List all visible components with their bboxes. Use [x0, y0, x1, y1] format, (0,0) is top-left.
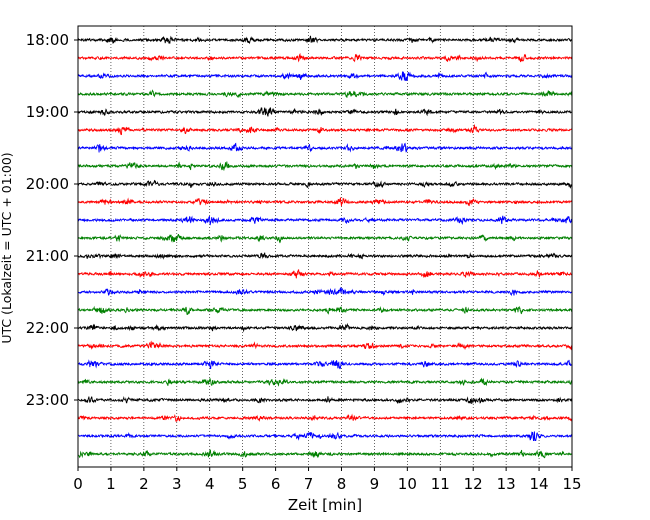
seismic-trace [77, 431, 573, 441]
x-tick-label: 0 [73, 475, 83, 493]
x-tick-label: 7 [304, 475, 314, 493]
x-tick-label: 5 [238, 475, 248, 493]
seismic-trace [77, 89, 573, 99]
seismic-trace [77, 71, 573, 81]
x-tick-label: 1 [106, 475, 116, 493]
seismic-trace [77, 142, 573, 153]
seismic-trace [77, 123, 573, 136]
y-tick-label: 18:00 [26, 31, 69, 49]
x-tick-label: 3 [172, 475, 182, 493]
y-tick-label: 19:00 [26, 103, 69, 121]
seismic-trace [77, 215, 573, 226]
x-tick-label: 14 [530, 475, 549, 493]
seismic-trace [77, 377, 573, 387]
y-tick-label: 22:00 [26, 319, 69, 337]
y-axis: 18:00 19:00 20:00 21:00 22:00 23:00 [26, 31, 78, 409]
seismic-trace [77, 269, 573, 279]
seismic-trace [77, 52, 573, 63]
y-tick-label: 21:00 [26, 247, 69, 265]
x-axis: 0 1 2 3 4 5 6 7 8 9 10 11 12 13 14 15 [73, 467, 582, 493]
y-axis-label: UTC (Lokalzeit = UTC + 01:00) [0, 152, 14, 343]
seismic-trace [77, 252, 573, 260]
y-tick-label: 23:00 [26, 391, 69, 409]
plot-background [78, 26, 572, 467]
x-tick-label: 4 [205, 475, 215, 493]
seismic-trace [77, 179, 573, 189]
x-tick-label: 6 [271, 475, 281, 493]
seismic-trace [77, 305, 573, 316]
x-tick-label: 2 [139, 475, 149, 493]
seismic-trace [77, 395, 573, 405]
seismic-trace [77, 286, 573, 297]
x-tick-label: 13 [497, 475, 516, 493]
seismic-traces [77, 35, 573, 459]
seismic-trace [77, 322, 573, 333]
seismic-trace [77, 197, 573, 207]
seismic-trace [77, 233, 573, 244]
x-tick-label: 8 [337, 475, 347, 493]
x-tick-label: 10 [398, 475, 417, 493]
plot-frame [77, 25, 573, 468]
seismic-trace [77, 449, 573, 459]
seismic-trace [77, 107, 573, 117]
seismic-trace [77, 359, 573, 370]
y-tick-label: 20:00 [26, 175, 69, 193]
seismic-trace [77, 340, 573, 351]
seismic-trace [77, 413, 573, 423]
seismic-trace [77, 161, 573, 171]
x-tick-label: 11 [431, 475, 450, 493]
x-axis-label: Zeit [min] [288, 496, 362, 514]
x-tick-label: 12 [464, 475, 483, 493]
seismic-trace [77, 35, 573, 45]
x-tick-label: 15 [562, 475, 581, 493]
x-tick-label: 9 [370, 475, 380, 493]
